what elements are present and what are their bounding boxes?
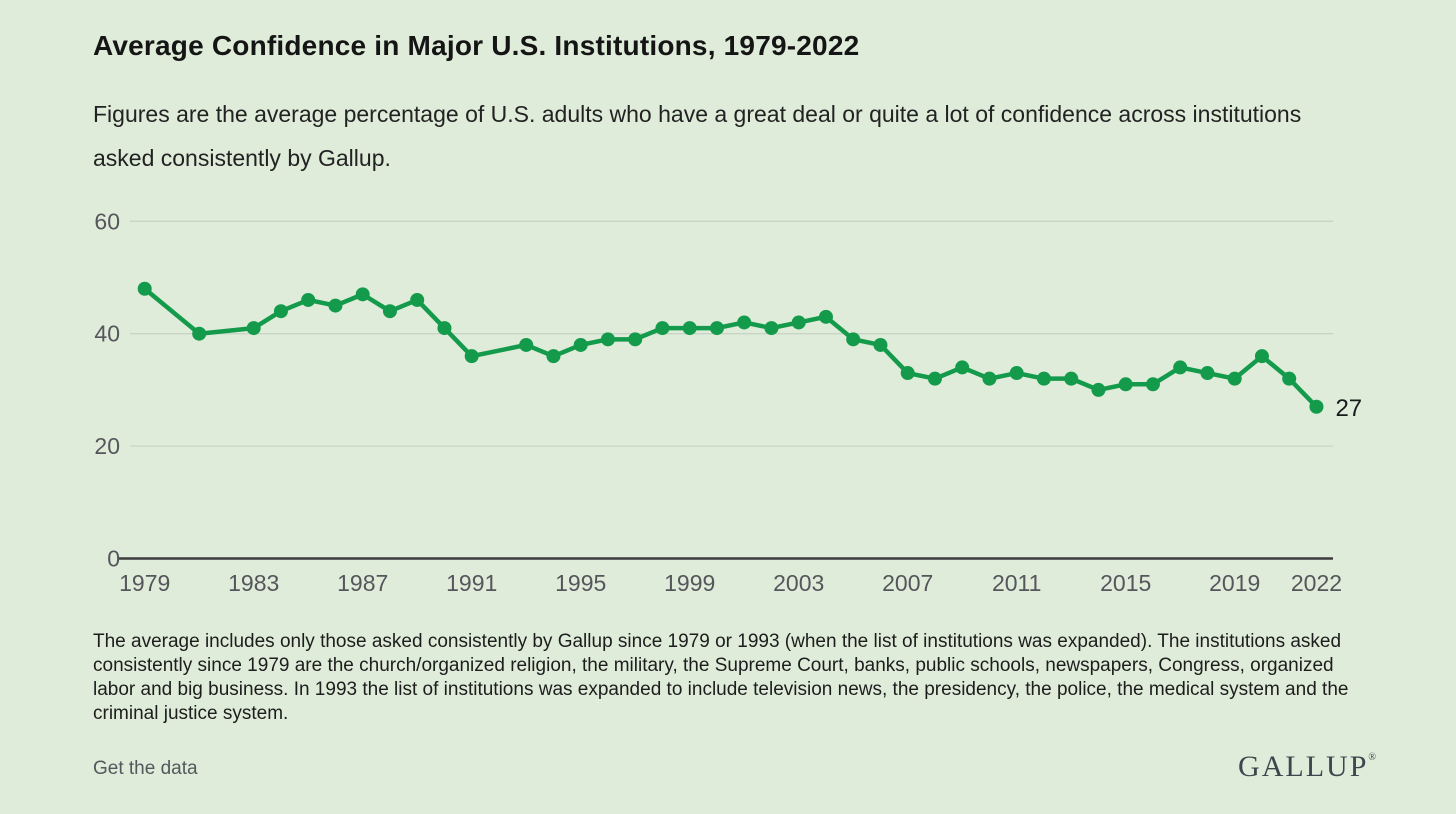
chart-footnote: The average includes only those asked co…: [93, 631, 1349, 724]
data-point-2011[interactable]: [1009, 366, 1024, 381]
data-point-2005[interactable]: [846, 332, 861, 347]
data-point-1997[interactable]: [628, 332, 643, 347]
data-point-1983[interactable]: [246, 321, 261, 336]
x-tick-label-2007: 2007: [882, 570, 933, 596]
data-point-2015[interactable]: [1118, 377, 1133, 392]
data-point-2009[interactable]: [955, 360, 970, 375]
data-point-1986[interactable]: [328, 298, 343, 313]
gallup-wordmark: GALLUP: [1238, 750, 1369, 783]
data-point-2017[interactable]: [1173, 360, 1188, 375]
trend-line: [142, 286, 1319, 410]
x-tick-label-1995: 1995: [555, 570, 606, 596]
data-point-1989[interactable]: [410, 292, 425, 307]
data-point-2020[interactable]: [1254, 349, 1269, 364]
data-point-2000[interactable]: [709, 321, 724, 336]
y-tick-label-20: 20: [94, 433, 120, 459]
data-point-2008[interactable]: [927, 371, 942, 386]
data-point-2006[interactable]: [873, 337, 888, 352]
data-point-1979[interactable]: [137, 281, 152, 296]
data-point-1985[interactable]: [301, 292, 316, 307]
get-the-data-link[interactable]: Get the data: [93, 758, 198, 779]
chart-subtitle: Figures are the average percentage of U.…: [93, 101, 1302, 171]
registered-mark-icon: ®: [1368, 752, 1376, 763]
y-tick-label-60: 60: [94, 208, 120, 234]
x-tick-label-2011: 2011: [992, 570, 1041, 596]
x-tick-label-1979: 1979: [119, 570, 170, 596]
data-point-2004[interactable]: [818, 309, 833, 324]
x-tick-label-2015: 2015: [1100, 570, 1151, 596]
data-point-1994[interactable]: [546, 349, 561, 364]
data-point-1991[interactable]: [464, 349, 479, 364]
data-point-2012[interactable]: [1036, 371, 1051, 386]
data-point-2013[interactable]: [1064, 371, 1079, 386]
data-point-2002[interactable]: [764, 321, 779, 336]
data-point-2001[interactable]: [737, 315, 752, 330]
data-point-2010[interactable]: [982, 371, 997, 386]
x-tick-label-1999: 1999: [664, 570, 715, 596]
data-point-1999[interactable]: [682, 321, 697, 336]
data-point-2019[interactable]: [1227, 371, 1242, 386]
data-point-2003[interactable]: [791, 315, 806, 330]
data-point-1998[interactable]: [655, 321, 670, 336]
data-point-1988[interactable]: [382, 304, 397, 319]
x-tick-label-1987: 1987: [337, 570, 388, 596]
page-title: Average Confidence in Major U.S. Institu…: [93, 30, 860, 61]
data-point-2021[interactable]: [1282, 371, 1297, 386]
x-tick-label-2019: 2019: [1209, 570, 1260, 596]
x-tick-label-2003: 2003: [773, 570, 824, 596]
gallup-logo: GALLUP®: [1238, 750, 1376, 784]
end-value-label: 27: [1335, 395, 1362, 422]
data-point-1995[interactable]: [573, 337, 588, 352]
data-point-2014[interactable]: [1091, 382, 1106, 397]
y-tick-label-40: 40: [94, 321, 120, 347]
data-point-1996[interactable]: [600, 332, 615, 347]
x-tick-label-1983: 1983: [228, 570, 279, 596]
x-tick-label-1991: 1991: [446, 570, 497, 596]
data-point-2022[interactable]: [1309, 399, 1324, 414]
chart-canvas: 0 20 40 60 1979 1983 1987 1991 1995 1999 2003 2007 2…: [94, 208, 1362, 596]
data-point-2018[interactable]: [1200, 366, 1215, 381]
y-tick-label-0: 0: [107, 546, 120, 572]
data-point-1981[interactable]: [192, 326, 207, 341]
data-point-1990[interactable]: [437, 321, 452, 336]
confidence-line-chart: 0 20 40 60 1979 1983 1987 1991 1995 1999 2003 2007 2…: [80, 195, 1376, 615]
data-point-1993[interactable]: [519, 337, 534, 352]
data-point-2007[interactable]: [900, 366, 915, 381]
data-point-1984[interactable]: [273, 304, 288, 319]
data-point-1987[interactable]: [355, 287, 370, 302]
x-tick-label-2022: 2022: [1291, 570, 1342, 596]
data-point-2016[interactable]: [1145, 377, 1160, 392]
